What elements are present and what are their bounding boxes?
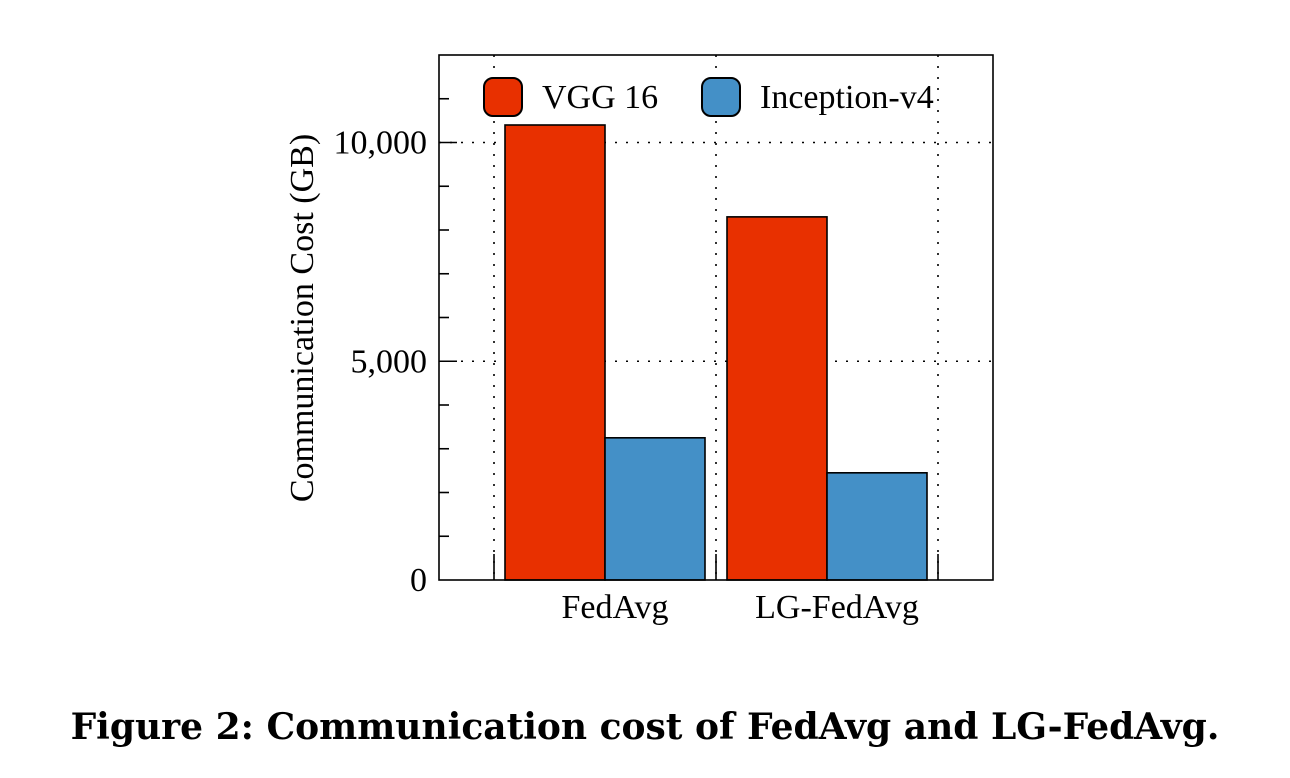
y-tick-label: 10,000 [334,125,428,162]
bar [504,124,606,581]
legend: VGG 16 Inception-v4 [483,77,934,117]
bar [726,216,828,581]
figure-caption: Figure 2: Communication cost of FedAvg a… [70,706,1220,748]
x-tick-label: LG-FedAvg [755,589,919,626]
y-axis-label: Communication Cost (GB) [284,134,321,502]
grid-lines [439,55,993,580]
bar [604,437,706,581]
x-tick-label: FedAvg [561,589,668,626]
legend-swatch [483,77,523,117]
legend-label: Inception-v4 [760,79,934,116]
bar-chart: 0 5,000 10,000 FedAvg LG-FedAvg Communicati… [284,54,994,626]
y-tick-label: 5,000 [351,343,428,380]
x-axis-ticks: FedAvg LG-FedAvg [493,554,939,626]
bar [826,472,928,581]
legend-label: VGG 16 [542,79,658,116]
legend-swatch [701,77,741,117]
bars [504,124,928,581]
y-tick-label: 0 [410,562,427,599]
y-axis-ticks: 0 5,000 10,000 [334,97,457,599]
